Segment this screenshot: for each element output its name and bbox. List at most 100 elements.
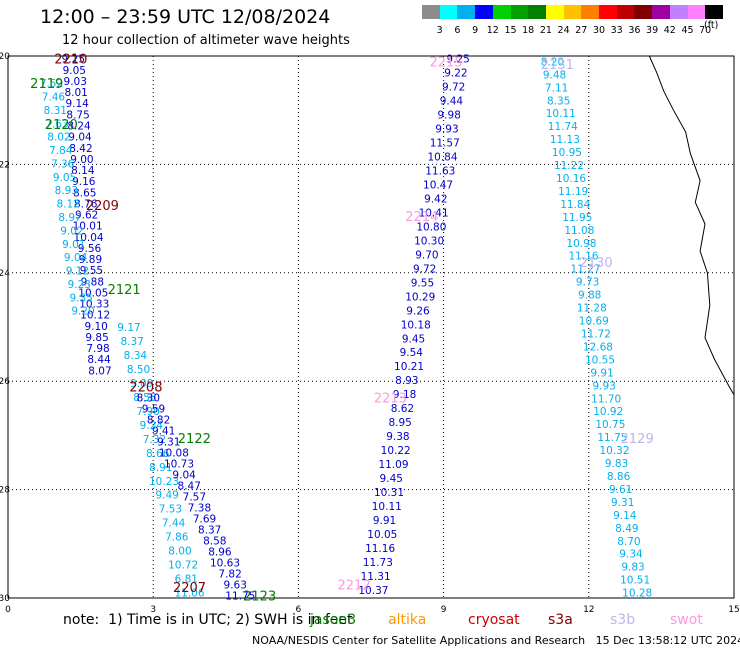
wave-height-label: 10.29 <box>405 291 435 303</box>
wave-height-label: 8.35 <box>547 95 570 107</box>
wave-height-label: 10.80 <box>416 221 446 233</box>
legend-sat-s3a: s3a <box>548 612 573 628</box>
wave-height-label: 10.05 <box>78 287 108 299</box>
wave-height-label: 11.08 <box>564 225 594 237</box>
wave-height-label: 8.86 <box>607 471 631 483</box>
wave-height-label: 7.32 <box>143 434 166 446</box>
wave-height-label: 9.88 <box>578 290 601 302</box>
wave-height-label: 10.23 <box>149 476 179 488</box>
wave-height-label: 9.04 <box>64 252 88 264</box>
color-scale-swatch <box>669 5 688 19</box>
wave-height-label: 9.03 <box>64 76 87 88</box>
wave-height-label: 11.95 <box>562 212 592 224</box>
wave-height-label: 11.28 <box>577 303 607 315</box>
wave-height-label: 11.31 <box>361 571 391 583</box>
wave-height-label: 9.59 <box>142 403 165 415</box>
wave-height-label: 8.20 <box>541 56 564 68</box>
wave-height-label: 9.93 <box>435 124 458 136</box>
wave-height-label: 11.27 <box>571 264 601 276</box>
wave-height-label: 9.62 <box>75 210 98 222</box>
wave-height-label: 9.73 <box>576 277 599 289</box>
pass-time-label: 2214 <box>405 210 438 225</box>
wave-height-label: 7.82 <box>218 568 241 580</box>
wave-height-label: 8.58 <box>203 535 226 547</box>
wave-height-label: 9.61 <box>609 484 632 496</box>
wave-height-label: 10.37 <box>358 585 388 597</box>
y-tick-label: -30 <box>0 594 10 604</box>
wave-height-label: 7.63 <box>45 118 68 130</box>
pass-time-label: 2129 <box>621 432 654 447</box>
color-scale-swatch <box>563 5 582 19</box>
color-scale-swatch <box>599 5 618 19</box>
wave-height-label: 9.31 <box>157 436 180 448</box>
wave-height-label: 9.93 <box>592 380 615 392</box>
wave-height-label: 8.95 <box>388 417 411 429</box>
color-scale-label: 30 <box>592 25 606 36</box>
wave-height-label: 8.02 <box>47 132 70 144</box>
wave-height-label: 8.76 <box>74 198 98 210</box>
wave-height-label: 7.98 <box>86 343 109 355</box>
footer-credit: NOAA/NESDIS Center for Satellite Applica… <box>252 634 740 647</box>
wave-height-label: 9.72 <box>442 82 465 94</box>
y-tick-label: -20 <box>0 52 10 62</box>
wave-height-label: 9.42 <box>424 193 447 205</box>
wave-height-label: 8.82 <box>147 414 170 426</box>
pass-time-label: 2212 <box>338 578 371 593</box>
pass-time-label: 2120 <box>45 118 78 133</box>
coastline <box>648 55 735 396</box>
wave-height-label: 8.75 <box>66 109 89 121</box>
wave-height-label: 10.01 <box>73 221 103 233</box>
wave-height-label: 9.83 <box>605 458 628 470</box>
wave-height-label: 9.55 <box>80 265 103 277</box>
wave-height-label: 9.31 <box>611 497 634 509</box>
wave-height-label: 10.04 <box>74 232 104 244</box>
wave-height-label: 7.69 <box>193 513 216 525</box>
wave-height-label: 10.21 <box>394 361 424 373</box>
wave-height-label: 9.10 <box>84 321 107 333</box>
wave-height-label: 9.88 <box>81 276 104 288</box>
wave-height-label: 9.00 <box>70 154 93 166</box>
wave-height-label: 10.98 <box>566 238 596 250</box>
y-tick-label: -22 <box>0 160 10 170</box>
color-scale-swatch <box>528 5 547 19</box>
color-scale-label: 27 <box>575 25 588 36</box>
color-scale-label: 33 <box>610 25 623 36</box>
wave-height-label: 9.34 <box>619 549 643 561</box>
color-scale-label: 3 <box>436 25 443 36</box>
wave-height-label: 11.57 <box>430 138 460 150</box>
wave-height-label: 10.92 <box>593 406 623 418</box>
pass-time-label: 2131 <box>541 58 574 73</box>
pass-time-label: 2208 <box>129 381 162 396</box>
wave-height-label: 10.69 <box>579 316 609 328</box>
wave-height-label: 9.25 <box>446 54 469 66</box>
wave-height-label: 9.83 <box>621 562 644 574</box>
wave-height-label: 9.05 <box>63 65 86 77</box>
wave-height-label: 11.75 <box>225 590 255 602</box>
pass-time-label: 2209 <box>86 199 119 214</box>
wave-height-label: 8.30 <box>137 392 160 404</box>
legend-note: note: 1) Time is in UTC; 2) SWH is in fe… <box>63 612 353 628</box>
color-scale-swatch <box>510 5 529 19</box>
legend-sat-altika: altika <box>388 612 427 628</box>
wave-height-label: 7.44 <box>162 518 186 530</box>
wave-height-label: 8.34 <box>124 350 148 362</box>
color-scale-swatch <box>492 5 511 19</box>
wave-height-label: 9.18 <box>393 389 416 401</box>
wave-height-label: 8.49 <box>615 523 638 535</box>
color-scale-swatch <box>457 5 476 19</box>
wave-height-label: 8.50 <box>127 364 150 376</box>
color-scale-swatch <box>705 5 724 19</box>
wave-height-label: 7.86 <box>165 532 189 544</box>
wave-height-label: 7.11 <box>545 82 568 94</box>
pass-time-label: 2122 <box>178 432 211 447</box>
wave-height-label: 11.16 <box>365 543 395 555</box>
wave-height-label: 10.41 <box>419 207 449 219</box>
color-scale-label: 45 <box>681 25 694 36</box>
wave-height-label: 8.58 <box>133 392 156 404</box>
wave-height-label: 10.31 <box>374 487 404 499</box>
wave-height-label: 7.53 <box>159 504 182 516</box>
wave-height-label: 7.90 <box>136 406 159 418</box>
wave-height-label: 10.30 <box>414 235 444 247</box>
wave-height-label: 9.54 <box>400 347 424 359</box>
